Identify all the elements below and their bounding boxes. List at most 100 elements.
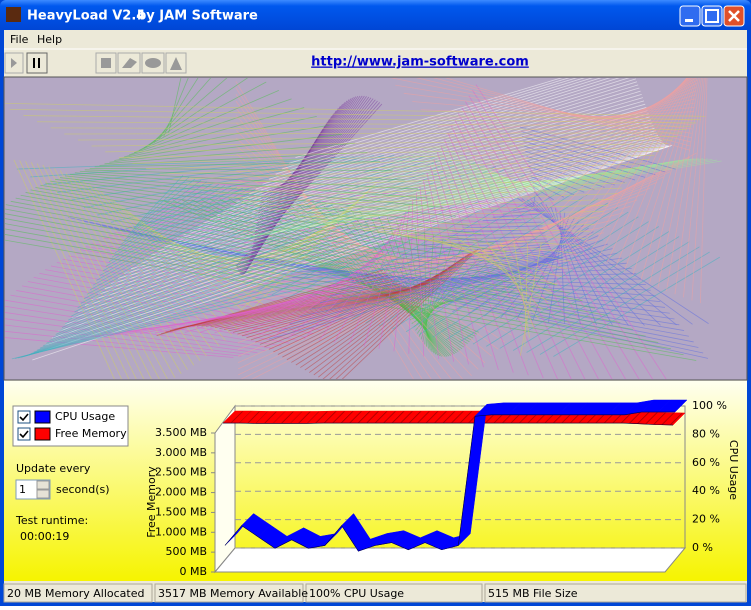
art-line bbox=[459, 221, 649, 343]
y2-axis-title: CPU Usage bbox=[727, 440, 740, 500]
status-panel bbox=[3, 583, 153, 603]
y-tick-label: 1.500 MB bbox=[155, 505, 207, 518]
art-line bbox=[148, 78, 228, 146]
side-wall bbox=[214, 404, 236, 574]
art-line bbox=[50, 127, 687, 131]
art-line bbox=[322, 252, 472, 379]
art-line bbox=[25, 192, 558, 286]
website-link[interactable]: http://www.jam-software.com bbox=[311, 55, 529, 70]
art-line bbox=[39, 220, 369, 349]
art-line bbox=[137, 125, 654, 265]
art-line bbox=[632, 78, 696, 276]
art-line bbox=[138, 81, 267, 151]
art-line bbox=[214, 287, 414, 328]
menu-item[interactable]: File bbox=[10, 33, 29, 46]
menu-item[interactable]: Help bbox=[37, 33, 62, 46]
art-line bbox=[525, 150, 625, 183]
art-line bbox=[539, 78, 689, 217]
spin-up[interactable] bbox=[36, 480, 50, 490]
art-line bbox=[52, 209, 345, 339]
legend-checkbox bbox=[17, 410, 31, 424]
art-line bbox=[82, 180, 201, 362]
art-line bbox=[259, 257, 378, 336]
art-line bbox=[350, 253, 555, 284]
y-tick-label: 3.500 MB bbox=[155, 426, 207, 439]
art-line bbox=[282, 78, 578, 170]
pause-button[interactable] bbox=[26, 52, 48, 74]
art-line bbox=[168, 78, 182, 134]
art-line bbox=[13, 159, 115, 379]
art-line bbox=[33, 227, 381, 353]
art-line bbox=[214, 177, 632, 194]
art-line bbox=[393, 205, 410, 352]
series-line bbox=[223, 422, 674, 426]
art-line bbox=[316, 168, 648, 207]
art-line bbox=[42, 164, 152, 379]
art-line bbox=[74, 172, 431, 199]
art-line bbox=[102, 188, 249, 272]
art-line bbox=[129, 211, 251, 318]
window-title: HeavyLoad V2.4 bbox=[27, 9, 145, 24]
art-line bbox=[118, 183, 220, 249]
art-line bbox=[227, 182, 627, 199]
spin-down[interactable] bbox=[36, 489, 50, 499]
art-line bbox=[229, 266, 371, 334]
art-line bbox=[269, 78, 594, 180]
art-line bbox=[118, 146, 664, 158]
art-line bbox=[104, 142, 355, 165]
art-line bbox=[74, 196, 303, 313]
art-line bbox=[472, 240, 544, 312]
art-line bbox=[309, 217, 599, 221]
art-line bbox=[492, 213, 540, 218]
art-line bbox=[275, 78, 585, 175]
art-line bbox=[532, 196, 536, 206]
art-line bbox=[391, 233, 572, 262]
art-line bbox=[121, 182, 214, 245]
art-line bbox=[71, 197, 309, 317]
art-line bbox=[299, 257, 560, 317]
y2-tick-label: 0 % bbox=[692, 541, 713, 554]
art-line bbox=[229, 81, 638, 208]
y2-tick-label: 40 % bbox=[692, 484, 720, 497]
art-line bbox=[5, 318, 258, 354]
art-line bbox=[649, 78, 699, 284]
art-line bbox=[556, 78, 688, 230]
art-line bbox=[454, 102, 695, 143]
art-line bbox=[222, 84, 639, 212]
art-line bbox=[105, 143, 669, 153]
art-line bbox=[377, 231, 576, 254]
art-line bbox=[5, 208, 621, 323]
art-line bbox=[274, 251, 382, 337]
art-line bbox=[335, 249, 476, 379]
art-line bbox=[520, 131, 666, 173]
art-line bbox=[30, 189, 545, 278]
art-line bbox=[49, 211, 351, 341]
y-tick-label: 0 MB bbox=[179, 565, 207, 578]
art-line bbox=[357, 179, 611, 184]
art-line bbox=[340, 254, 556, 290]
art-line bbox=[30, 231, 387, 355]
status-text: 100% CPU Usage bbox=[309, 587, 404, 600]
art-line bbox=[333, 229, 396, 343]
y-axis-title: Free Memory bbox=[145, 466, 158, 538]
art-line bbox=[313, 255, 467, 376]
art-line bbox=[282, 204, 609, 214]
art-line bbox=[30, 157, 323, 178]
art-line bbox=[94, 161, 381, 168]
art-line bbox=[209, 90, 641, 220]
update-value: 1 bbox=[19, 483, 26, 496]
art-line bbox=[245, 181, 378, 317]
minimize-button[interactable] bbox=[679, 5, 701, 27]
art-line bbox=[173, 163, 646, 180]
maximize-glyph bbox=[705, 9, 719, 23]
art-line bbox=[79, 170, 419, 190]
art-line bbox=[96, 189, 261, 281]
art-line bbox=[36, 223, 375, 351]
art-line bbox=[486, 231, 670, 347]
art-line bbox=[24, 239, 399, 357]
art-line bbox=[523, 140, 646, 178]
art-line bbox=[64, 132, 683, 135]
art-line bbox=[39, 273, 330, 327]
art-line bbox=[524, 242, 529, 347]
